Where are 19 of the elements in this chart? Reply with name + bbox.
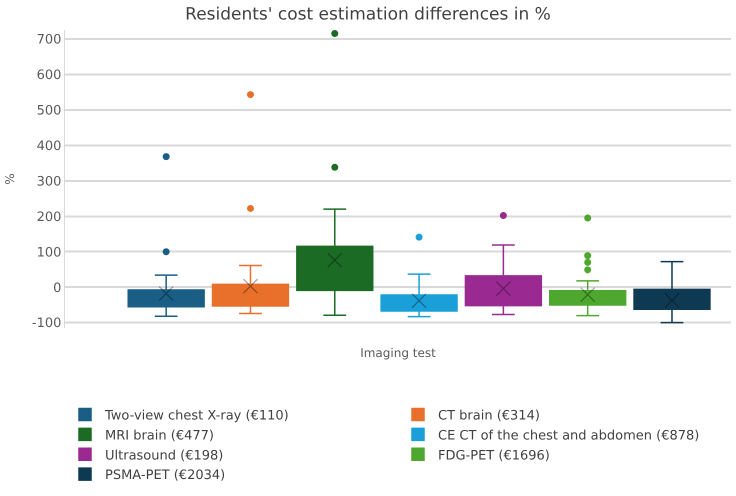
legend-label: Two-view chest X-ray (€110) xyxy=(104,408,289,424)
y-tick-label: 500 xyxy=(36,103,62,118)
legend-label: MRI brain (€477) xyxy=(105,428,214,444)
legend-label: Ultrasound (€198) xyxy=(105,448,224,464)
y-tick-label: 300 xyxy=(36,174,62,190)
y-tick-label: 200 xyxy=(36,210,62,225)
y-tick-label: 600 xyxy=(36,68,62,83)
y-tick-label: 100 xyxy=(36,245,62,260)
legend-label: CT brain (€314) xyxy=(438,408,540,424)
y-tick-label: 0 xyxy=(53,280,62,296)
legend-label: CE CT of the chest and abdomen (€878) xyxy=(438,428,700,444)
y-tick-label: 400 xyxy=(36,138,62,154)
y-axis-title: % xyxy=(3,173,18,185)
x-axis-title: Imaging test xyxy=(360,346,436,360)
legend-label: FDG-PET (€1696) xyxy=(438,448,550,464)
y-tick-label: 700 xyxy=(36,32,62,48)
y-tick-label: -100 xyxy=(32,316,62,332)
legend-label: PSMA-PET (€2034) xyxy=(105,468,226,484)
chart-title: Residents' cost estimation differences in % xyxy=(185,4,551,24)
